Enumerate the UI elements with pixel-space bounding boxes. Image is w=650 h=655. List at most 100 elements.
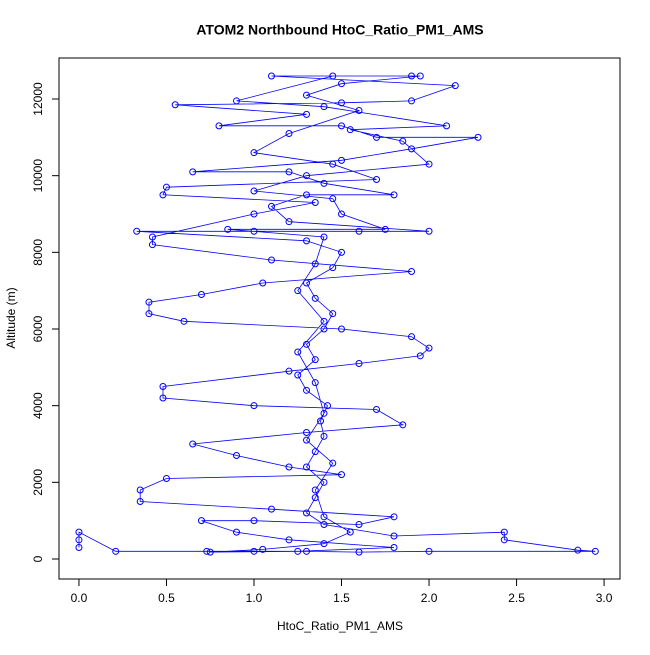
data-point <box>338 471 346 479</box>
data-point <box>311 199 319 207</box>
data-point <box>285 218 293 226</box>
data-point <box>232 451 240 459</box>
data-point <box>443 122 451 130</box>
data-point <box>416 352 424 360</box>
data-point <box>338 99 346 107</box>
data-point <box>159 382 167 390</box>
data-point <box>324 402 332 410</box>
data-point <box>320 317 328 325</box>
data-point <box>338 248 346 256</box>
data-point <box>197 291 205 299</box>
data-point <box>303 91 311 99</box>
data-point <box>320 325 328 333</box>
data-point <box>425 227 433 235</box>
x-tick-label: 1.0 <box>246 591 263 605</box>
data-point <box>416 72 424 80</box>
data-point <box>320 233 328 241</box>
data-point <box>171 101 179 109</box>
data-point <box>303 279 311 287</box>
y-tick-label: 6000 <box>31 315 45 342</box>
data-point <box>148 233 156 241</box>
data-point <box>311 379 319 387</box>
data-point <box>285 367 293 375</box>
data-point <box>303 237 311 245</box>
y-tick-label: 8000 <box>31 239 45 266</box>
data-point <box>373 133 381 141</box>
data-point <box>329 195 337 203</box>
data-point <box>303 110 311 118</box>
data-point <box>373 405 381 413</box>
data-point <box>574 546 582 554</box>
data-point <box>425 160 433 168</box>
data-point <box>224 225 232 233</box>
data-point <box>232 97 240 105</box>
data-point <box>112 547 120 555</box>
x-tick-label: 1.5 <box>333 591 350 605</box>
data-point <box>591 547 599 555</box>
data-point <box>133 227 141 235</box>
data-point <box>267 202 275 210</box>
data-point <box>285 168 293 176</box>
data-point <box>136 486 144 494</box>
data-point <box>338 80 346 88</box>
x-tick-label: 2.0 <box>421 591 438 605</box>
data-point <box>320 478 328 486</box>
y-tick-label: 2000 <box>31 469 45 496</box>
data-point <box>311 486 319 494</box>
y-tick-label: 10000 <box>31 159 45 193</box>
data-point <box>390 543 398 551</box>
data-point <box>329 310 337 318</box>
data-point <box>346 126 354 134</box>
data-point <box>311 448 319 456</box>
data-point <box>189 440 197 448</box>
data-point <box>303 386 311 394</box>
data-point <box>303 509 311 517</box>
y-tick-label: 0 <box>31 555 45 562</box>
data-point <box>303 191 311 199</box>
data-point <box>311 294 319 302</box>
plot-frame <box>58 57 621 580</box>
data-point <box>294 348 302 356</box>
data-point <box>474 133 482 141</box>
data-point <box>294 287 302 295</box>
data-point <box>75 528 83 536</box>
data-line <box>78 75 596 553</box>
data-point <box>355 227 363 235</box>
data-point <box>159 191 167 199</box>
data-point <box>232 528 240 536</box>
data-point <box>136 497 144 505</box>
data-point <box>259 545 267 553</box>
data-point <box>285 130 293 138</box>
data-point <box>346 528 354 536</box>
data-point <box>408 268 416 276</box>
data-point <box>408 145 416 153</box>
data-point <box>180 317 188 325</box>
data-point <box>215 122 223 130</box>
data-point <box>75 536 83 544</box>
data-point <box>329 72 337 80</box>
data-point <box>250 517 258 525</box>
data-point <box>250 227 258 235</box>
data-point <box>267 72 275 80</box>
y-tick-label: 4000 <box>31 392 45 419</box>
data-point <box>320 513 328 521</box>
data-point <box>159 394 167 402</box>
data-point <box>294 547 302 555</box>
data-point <box>338 122 346 130</box>
data-point <box>320 103 328 111</box>
data-point <box>145 310 153 318</box>
data-point <box>390 532 398 540</box>
y-axis-label: Altitude (m) <box>4 287 18 348</box>
data-point <box>399 421 407 429</box>
data-point <box>320 409 328 417</box>
data-point <box>303 547 311 555</box>
data-point <box>320 432 328 440</box>
data-point <box>408 333 416 341</box>
data-point <box>285 463 293 471</box>
data-point <box>338 156 346 164</box>
data-point <box>267 505 275 513</box>
data-point <box>145 298 153 306</box>
data-point <box>250 149 258 157</box>
data-point <box>500 528 508 536</box>
